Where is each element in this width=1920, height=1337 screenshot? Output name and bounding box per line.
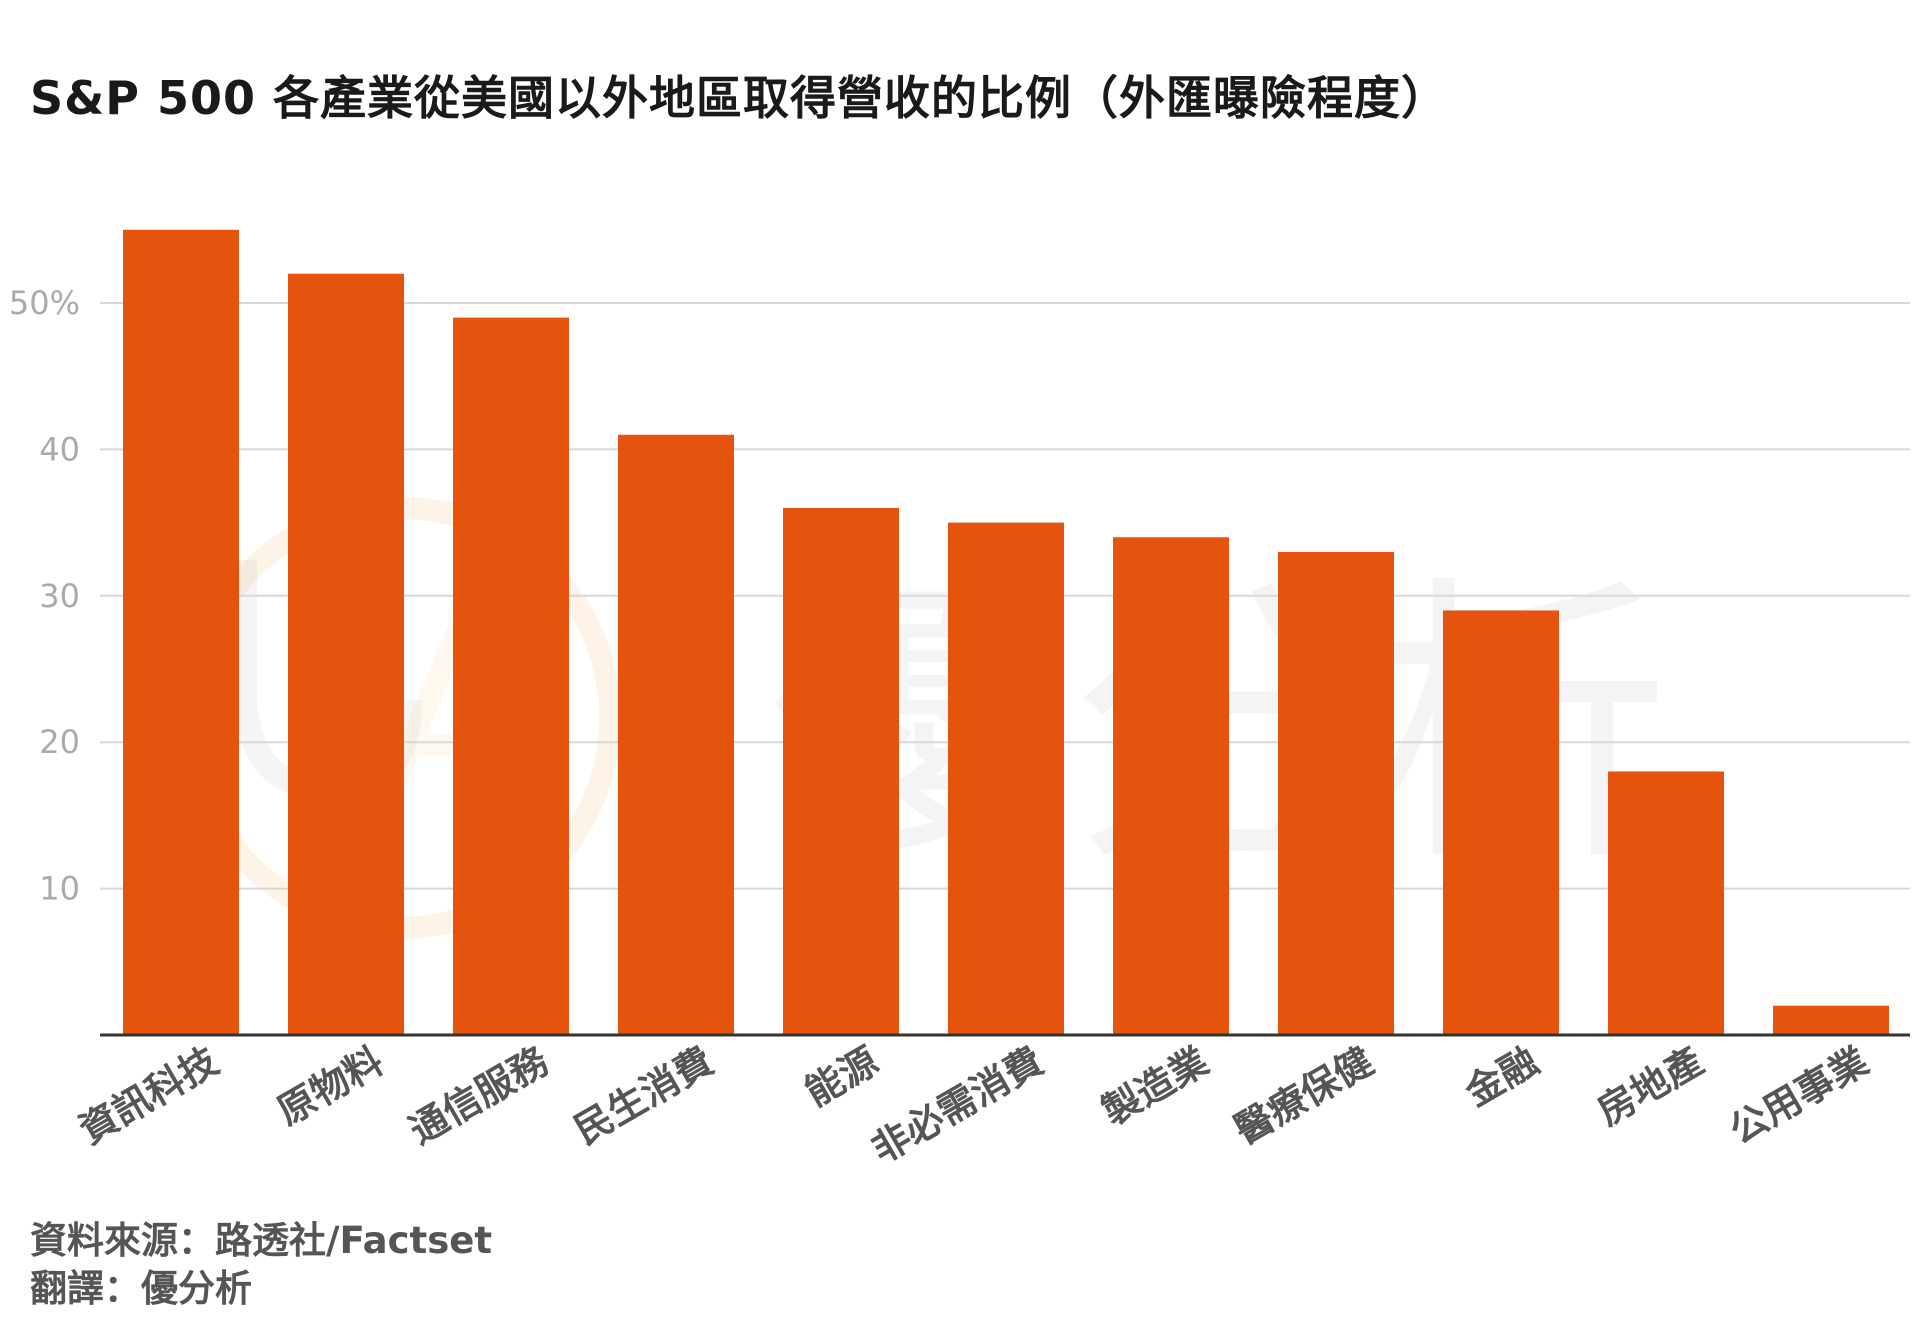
translation-credit: 翻譯：優分析 — [30, 1267, 252, 1310]
bar — [1278, 551, 1394, 1035]
bar — [1113, 537, 1229, 1035]
bar — [1443, 610, 1559, 1035]
bar — [453, 317, 569, 1035]
x-category-label: 通信服務 — [402, 1038, 557, 1153]
bar — [288, 273, 404, 1036]
y-tick-label: 20 — [39, 723, 80, 761]
y-axis-tick-labels: 10 20 30 40 50% — [9, 284, 80, 908]
x-category-label: 民生消費 — [567, 1039, 721, 1153]
y-tick-label: 30 — [39, 577, 80, 615]
y-tick-label: 10 — [39, 870, 80, 908]
x-category-label: 非必需消費 — [864, 1039, 1051, 1172]
bars — [123, 229, 1889, 1036]
x-category-label: 公用事業 — [1722, 1039, 1876, 1153]
x-category-label: 製造業 — [1095, 1039, 1216, 1134]
x-category-label: 資訊科技 — [72, 1039, 226, 1153]
x-category-label: 原物料 — [270, 1039, 391, 1134]
bar — [1773, 1005, 1889, 1035]
bar — [1608, 771, 1724, 1035]
source-note: 資料來源：路透社/Factset — [30, 1219, 493, 1262]
x-category-label: 醫療保健 — [1227, 1039, 1381, 1153]
bar — [618, 434, 734, 1035]
y-tick-label: 50% — [9, 284, 80, 322]
x-category-label: 房地產 — [1590, 1039, 1711, 1134]
x-category-label: 能源 — [798, 1039, 886, 1115]
chart-title: S&P 500 各產業從美國以外地區取得營收的比例（外匯曝險程度） — [30, 71, 1449, 125]
bar — [948, 522, 1064, 1035]
bar — [123, 229, 239, 1036]
x-category-label: 金融 — [1457, 1039, 1546, 1116]
bar — [783, 507, 899, 1036]
y-tick-label: 40 — [39, 430, 80, 468]
